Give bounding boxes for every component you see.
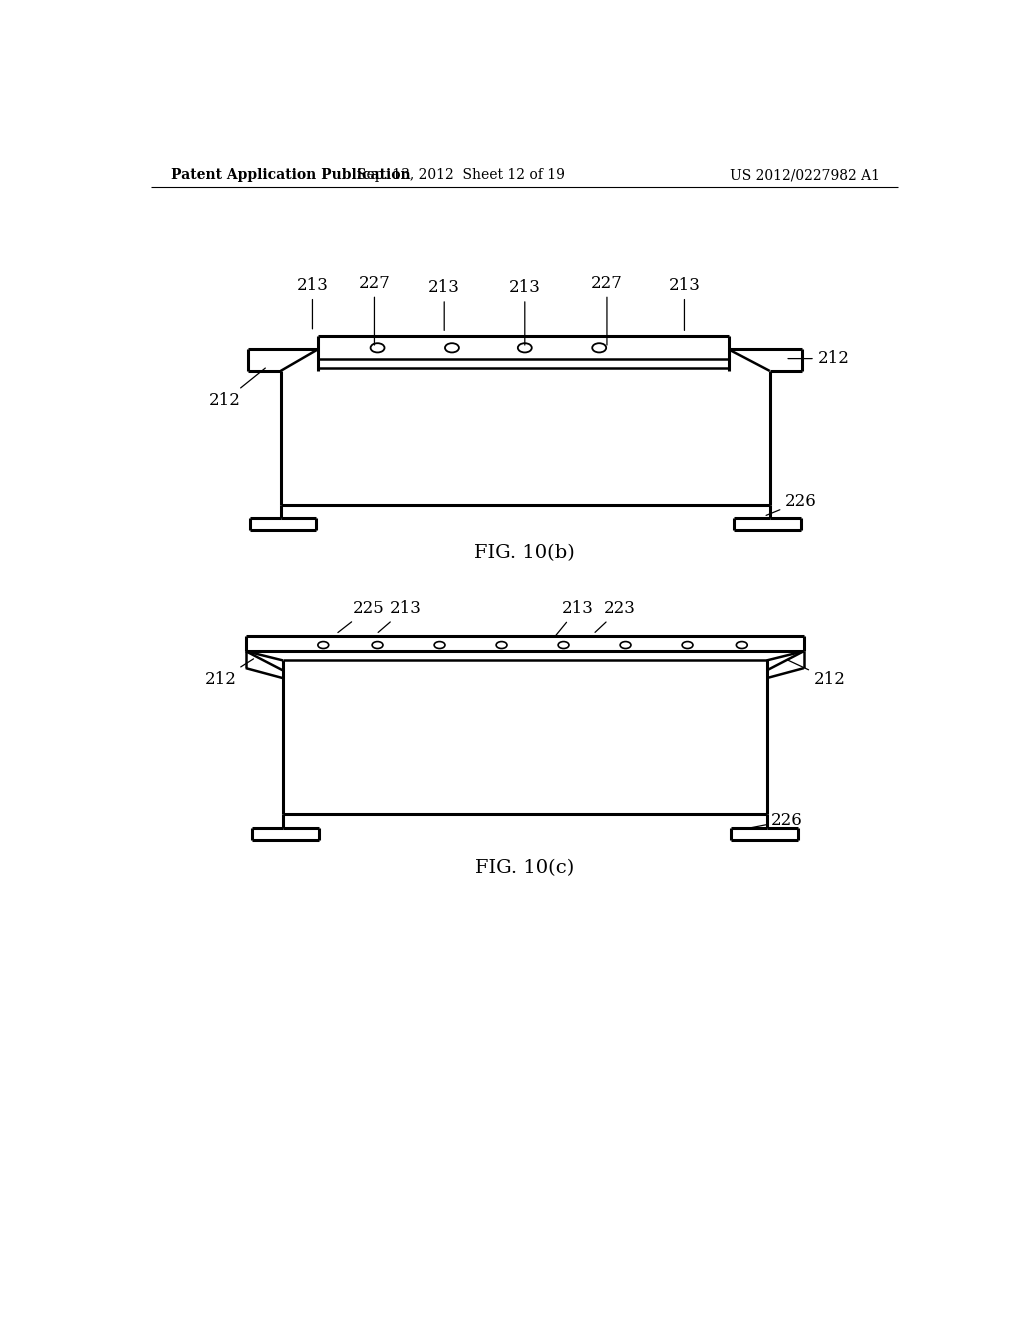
Text: Sep. 13, 2012  Sheet 12 of 19: Sep. 13, 2012 Sheet 12 of 19 — [357, 169, 565, 182]
Text: FIG. 10(b): FIG. 10(b) — [474, 544, 575, 561]
Text: 223: 223 — [595, 601, 636, 632]
Text: 212: 212 — [205, 659, 254, 688]
Text: 213: 213 — [428, 280, 460, 330]
Text: 212: 212 — [209, 368, 265, 409]
Text: US 2012/0227982 A1: US 2012/0227982 A1 — [730, 169, 880, 182]
Text: 212: 212 — [787, 660, 846, 688]
Text: 227: 227 — [591, 275, 623, 345]
Text: 213: 213 — [378, 601, 422, 632]
Text: FIG. 10(c): FIG. 10(c) — [475, 859, 574, 878]
Text: 226: 226 — [766, 492, 817, 515]
Text: 213: 213 — [556, 601, 594, 635]
Text: 226: 226 — [751, 812, 803, 829]
Text: 213: 213 — [669, 277, 700, 330]
Text: 212: 212 — [788, 350, 850, 367]
Text: 225: 225 — [338, 601, 384, 632]
Text: 227: 227 — [358, 275, 390, 345]
Text: 213: 213 — [509, 280, 541, 345]
Text: 213: 213 — [297, 277, 329, 329]
Text: Patent Application Publication: Patent Application Publication — [171, 169, 411, 182]
